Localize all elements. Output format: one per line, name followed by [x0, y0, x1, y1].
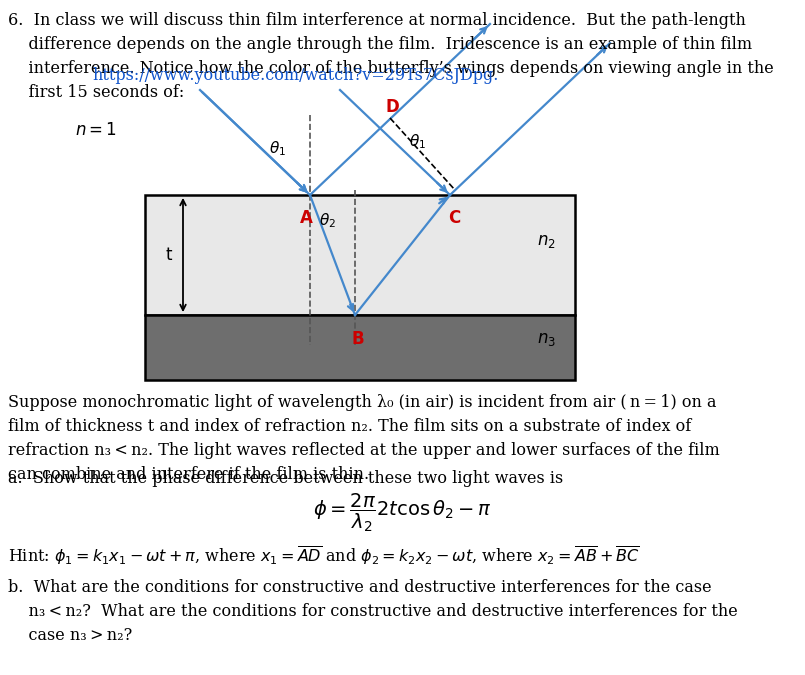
Text: $\phi = \dfrac{2\pi}{\lambda_2} 2t\cos\theta_2 - \pi$: $\phi = \dfrac{2\pi}{\lambda_2} 2t\cos\t… — [313, 492, 491, 535]
Text: $n_2$: $n_2$ — [537, 232, 555, 250]
Text: $n = 1$: $n = 1$ — [75, 121, 117, 139]
Text: $n_3$: $n_3$ — [537, 329, 556, 348]
Text: $\theta_1$: $\theta_1$ — [270, 139, 287, 158]
Text: C: C — [448, 209, 460, 227]
Text: A: A — [299, 209, 312, 227]
Text: $\theta_2$: $\theta_2$ — [320, 211, 336, 230]
Text: a.  Show that the phase difference between these two light waves is: a. Show that the phase difference betwee… — [8, 470, 563, 487]
Text: $\theta_1$: $\theta_1$ — [410, 132, 427, 151]
Text: Suppose monochromatic light of wavelength λ₀ (in air) is incident from air ( n =: Suppose monochromatic light of wavelengt… — [8, 394, 720, 483]
Bar — [145, 315, 575, 380]
Text: https://www.youtube.com/watch?v=29Ts7CsJDpg.: https://www.youtube.com/watch?v=29Ts7CsJ… — [93, 68, 499, 84]
Bar — [145, 195, 575, 315]
Text: D: D — [385, 98, 398, 116]
Text: b.  What are the conditions for constructive and destructive interferences for t: b. What are the conditions for construct… — [8, 579, 737, 645]
Text: Hint: $\phi_1 = k_1 x_1 - \omega t + \pi$, where $x_1 = \overline{AD}$ and $\phi: Hint: $\phi_1 = k_1 x_1 - \omega t + \pi… — [8, 544, 640, 567]
Text: 6.  In class we will discuss thin film interference at normal incidence.  But th: 6. In class we will discuss thin film in… — [8, 12, 774, 101]
Text: t: t — [166, 246, 172, 264]
Text: B: B — [352, 330, 365, 348]
